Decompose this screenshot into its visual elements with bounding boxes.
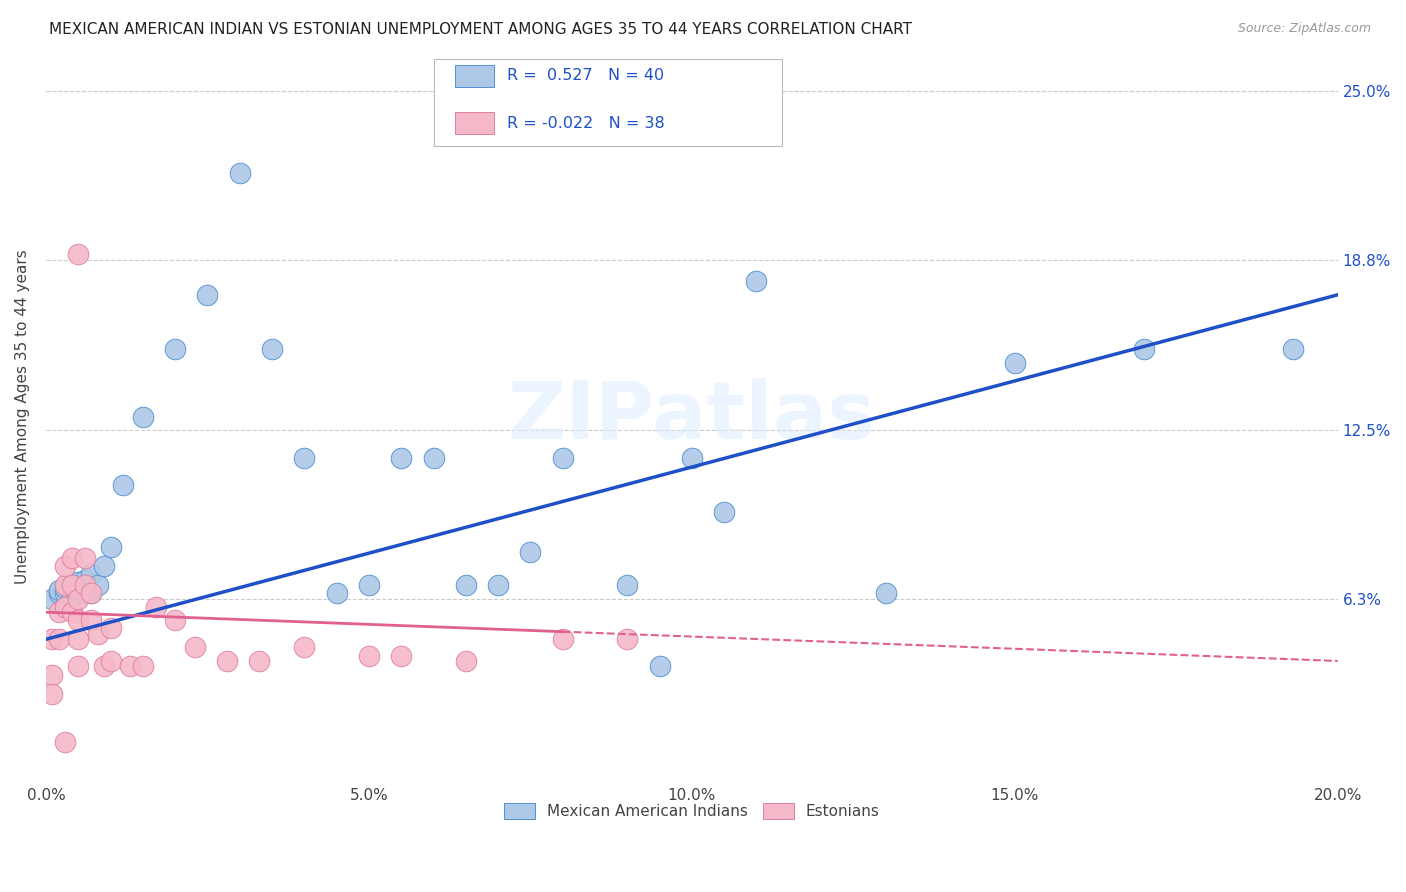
Point — [48, 632, 70, 647]
Point — [41, 632, 63, 647]
Point — [53, 559, 76, 574]
Text: MEXICAN AMERICAN INDIAN VS ESTONIAN UNEMPLOYMENT AMONG AGES 35 TO 44 YEARS CORRE: MEXICAN AMERICAN INDIAN VS ESTONIAN UNEM… — [49, 22, 912, 37]
Point — [165, 613, 187, 627]
Text: ZIPatlas: ZIPatlas — [508, 378, 876, 456]
Y-axis label: Unemployment Among Ages 35 to 44 years: Unemployment Among Ages 35 to 44 years — [15, 250, 30, 584]
Point — [67, 247, 90, 261]
Point — [389, 450, 412, 465]
Point — [118, 659, 141, 673]
Point — [53, 581, 76, 595]
Point — [41, 686, 63, 700]
Point — [48, 583, 70, 598]
Point — [67, 632, 90, 647]
Text: Source: ZipAtlas.com: Source: ZipAtlas.com — [1237, 22, 1371, 36]
Legend: Mexican American Indians, Estonians: Mexican American Indians, Estonians — [496, 796, 887, 827]
Point — [422, 450, 444, 465]
Point — [53, 586, 76, 600]
Point — [67, 591, 90, 606]
Point — [183, 640, 205, 655]
Text: R = -0.022   N = 38: R = -0.022 N = 38 — [508, 116, 665, 131]
Point — [681, 450, 703, 465]
Point — [519, 545, 541, 559]
Point — [80, 567, 103, 582]
Point — [551, 632, 574, 647]
Point — [292, 640, 315, 655]
Point — [713, 505, 735, 519]
Point — [41, 591, 63, 606]
Point — [454, 654, 477, 668]
Point — [100, 540, 122, 554]
Point — [73, 586, 96, 600]
Point — [551, 450, 574, 465]
Point — [41, 667, 63, 681]
Point — [132, 659, 155, 673]
Point — [648, 659, 671, 673]
Point — [67, 575, 90, 590]
Point — [745, 274, 768, 288]
Point — [60, 578, 83, 592]
Point — [260, 342, 283, 356]
Point — [67, 586, 90, 600]
Point — [53, 578, 76, 592]
Point — [67, 659, 90, 673]
Point — [1281, 342, 1303, 356]
FancyBboxPatch shape — [433, 60, 782, 146]
Point — [1133, 342, 1156, 356]
Point — [48, 605, 70, 619]
Point — [165, 342, 187, 356]
Point — [73, 550, 96, 565]
Point — [112, 477, 135, 491]
Point — [93, 659, 115, 673]
Point — [292, 450, 315, 465]
Point — [60, 589, 83, 603]
Point — [357, 648, 380, 663]
Point — [53, 599, 76, 614]
Point — [100, 654, 122, 668]
Point — [197, 287, 219, 301]
Point — [247, 654, 270, 668]
Text: R =  0.527   N = 40: R = 0.527 N = 40 — [508, 69, 664, 83]
Point — [80, 586, 103, 600]
Point — [80, 613, 103, 627]
Point — [229, 166, 252, 180]
Point — [616, 578, 638, 592]
Point — [86, 627, 108, 641]
Point — [60, 550, 83, 565]
Point — [454, 578, 477, 592]
Point — [73, 573, 96, 587]
Point — [53, 735, 76, 749]
Point — [616, 632, 638, 647]
Point — [215, 654, 238, 668]
Point — [100, 622, 122, 636]
FancyBboxPatch shape — [456, 112, 495, 135]
Point — [48, 586, 70, 600]
Point — [60, 605, 83, 619]
Point — [86, 578, 108, 592]
Point — [93, 559, 115, 574]
Point — [73, 578, 96, 592]
Point — [80, 586, 103, 600]
Point — [875, 586, 897, 600]
Point — [325, 586, 347, 600]
Point — [357, 578, 380, 592]
Point — [60, 578, 83, 592]
Point — [145, 599, 167, 614]
Point — [1004, 356, 1026, 370]
Point — [389, 648, 412, 663]
Point — [486, 578, 509, 592]
Point — [67, 613, 90, 627]
Point — [132, 409, 155, 424]
FancyBboxPatch shape — [456, 65, 495, 87]
